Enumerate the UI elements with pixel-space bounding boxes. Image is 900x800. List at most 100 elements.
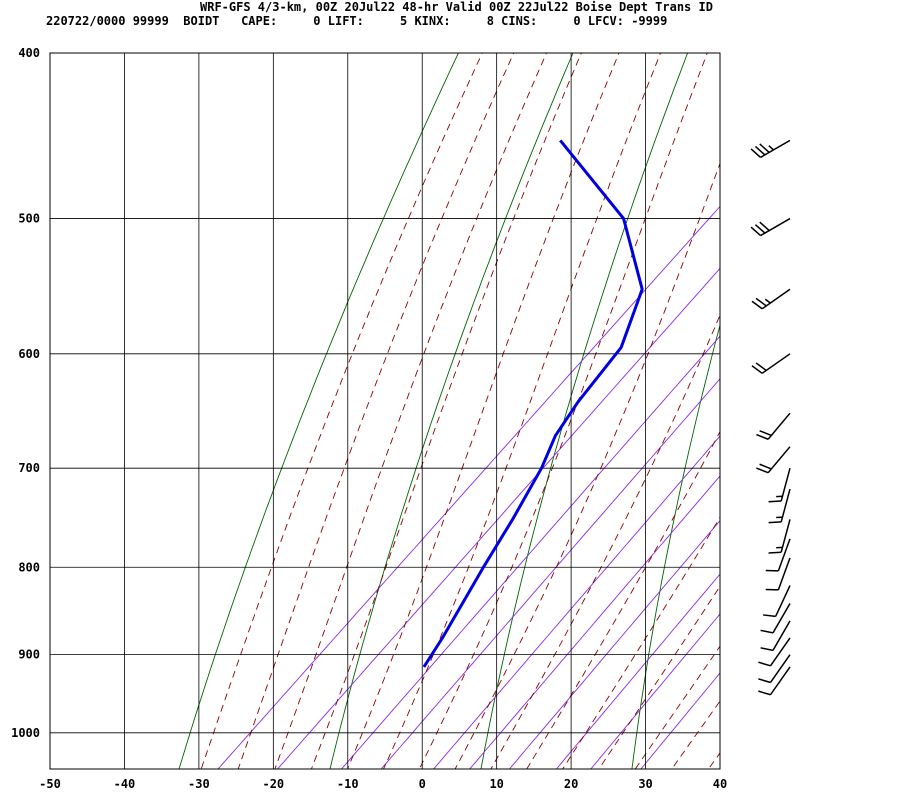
- barb-staff: [767, 446, 791, 474]
- barb-flag: [759, 221, 770, 232]
- wind-barb: [756, 446, 791, 474]
- wind-barb: [768, 467, 791, 503]
- mixing-ratio-line: [433, 435, 720, 769]
- x-tick-label: 30: [638, 777, 652, 791]
- barb-flag: [754, 145, 766, 156]
- wind-barb: [751, 288, 791, 310]
- y-tick-label: 700: [18, 461, 40, 475]
- barb-flag: [754, 224, 766, 234]
- wind-barb: [751, 353, 791, 374]
- y-tick-label: 1000: [11, 726, 40, 740]
- wind-barb: [758, 666, 791, 696]
- barb-flag: [768, 521, 782, 524]
- barb-half-flag: [764, 298, 771, 304]
- barb-flag: [751, 365, 763, 374]
- barb-flag: [759, 463, 772, 470]
- mixing-ratio-line: [590, 613, 720, 769]
- barb-staff: [774, 585, 791, 617]
- barb-flag: [758, 661, 771, 667]
- barb-flag: [768, 500, 782, 503]
- x-tick-label: 0: [419, 777, 426, 791]
- wind-barb: [758, 654, 791, 684]
- barb-flag: [759, 430, 772, 437]
- barb-staff: [777, 557, 791, 591]
- moist-adiabat: [454, 162, 720, 769]
- dry-adiabat: [480, 53, 689, 769]
- mixing-ratio-line: [469, 475, 720, 769]
- moist-adiabat: [598, 585, 720, 769]
- moist-adiabat: [418, 53, 708, 769]
- chart-title: WRF-GFS 4/3-km, 00Z 20Jul22 48-hr Valid …: [200, 0, 713, 14]
- wind-barb: [760, 603, 791, 634]
- wind-barb: [756, 412, 791, 440]
- moist-adiabat: [707, 752, 720, 769]
- wind-barb: [750, 139, 791, 159]
- mixing-ratio-line: [340, 335, 720, 769]
- wind-barb: [750, 217, 791, 237]
- plot-frame: [49, 52, 721, 770]
- barb-staff: [780, 488, 791, 523]
- moist-adiabat: [237, 53, 515, 769]
- dry-adiabat: [178, 53, 459, 769]
- x-tick-label: -10: [337, 777, 359, 791]
- barb-staff: [780, 519, 791, 553]
- barb-flag: [760, 629, 774, 634]
- mixing-ratio-line: [217, 205, 720, 769]
- y-tick-labels: 400 500 600 700 800 900 1000: [11, 46, 40, 740]
- wind-barb: [758, 637, 791, 667]
- barb-flag: [758, 678, 771, 684]
- barb-staff: [777, 538, 791, 572]
- barb-staff: [769, 666, 791, 696]
- barb-flag: [768, 551, 782, 554]
- wind-barb: [768, 488, 791, 524]
- wind-barb: [768, 519, 791, 554]
- barb-flag: [755, 362, 767, 372]
- barb-staff: [772, 603, 791, 634]
- barb-flag: [750, 148, 762, 158]
- moist-adiabat: [200, 53, 483, 769]
- x-tick-label: 20: [564, 777, 578, 791]
- background-lines: [178, 15, 900, 783]
- barb-staff: [767, 412, 791, 440]
- barb-half-flag: [768, 145, 775, 151]
- wind-barbs: [750, 139, 791, 696]
- x-tick-label: 40: [713, 777, 727, 791]
- barb-flag: [755, 297, 767, 307]
- y-tick-label: 900: [18, 648, 40, 662]
- x-tick-label: -40: [114, 777, 136, 791]
- wind-barb: [765, 557, 791, 591]
- moist-adiabat: [274, 53, 547, 769]
- barb-flag: [759, 143, 770, 153]
- barb-flag: [751, 300, 763, 310]
- barb-staff: [772, 620, 791, 651]
- moist-adiabat: [310, 53, 582, 769]
- dry-adiabat: [782, 15, 900, 783]
- wind-barb: [765, 538, 791, 572]
- barb-staff: [769, 654, 791, 683]
- x-tick-labels: -50 -40 -30 -20 -10 0 10 20 30 40: [39, 777, 727, 791]
- barb-flag: [750, 226, 762, 237]
- x-tick-label: -30: [188, 777, 210, 791]
- y-tick-label: 400: [18, 46, 40, 60]
- moist-adiabat: [634, 645, 720, 769]
- dry-adiabat: [329, 53, 574, 769]
- barb-flag: [756, 433, 769, 440]
- barb-staff: [761, 353, 791, 374]
- profile-lines: [422, 139, 876, 668]
- barb-staff: [760, 217, 791, 237]
- barb-staff: [761, 288, 791, 310]
- barb-flag: [760, 647, 774, 652]
- x-tick-label: -20: [262, 777, 284, 791]
- y-tick-label: 800: [18, 560, 40, 574]
- temperature-line: [741, 140, 876, 667]
- moist-adiabat: [526, 430, 720, 769]
- moist-adiabat: [347, 53, 620, 769]
- mixing-ratio-line: [555, 573, 720, 769]
- y-tick-label: 600: [18, 347, 40, 361]
- grid-lines: [50, 53, 720, 769]
- dewpoint-line: [422, 139, 644, 668]
- barb-staff: [760, 139, 791, 159]
- wind-barb: [760, 620, 791, 652]
- barb-flag: [762, 614, 776, 618]
